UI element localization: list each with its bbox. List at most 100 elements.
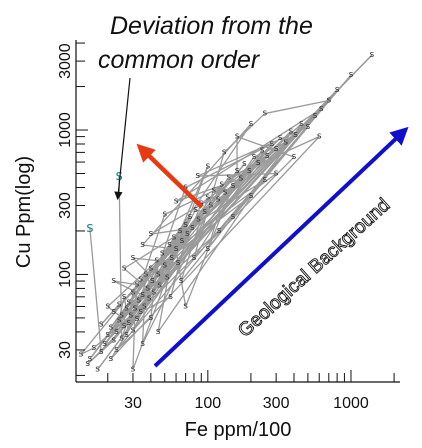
connector-line xyxy=(150,260,158,318)
connector-line xyxy=(80,347,95,355)
y-tick-label: 30 xyxy=(57,341,74,359)
data-point: s xyxy=(138,275,143,285)
connector-line xyxy=(89,240,183,360)
data-point: s xyxy=(293,130,298,140)
data-point: s xyxy=(211,186,216,196)
data-point: s xyxy=(131,287,136,297)
data-point: s xyxy=(140,339,145,349)
data-point: s xyxy=(162,210,167,220)
data-point: s xyxy=(231,181,236,191)
data-point: s xyxy=(205,161,210,171)
data-point: s xyxy=(306,122,311,132)
data-point: s xyxy=(223,187,228,197)
connector-line xyxy=(175,178,242,203)
data-point: s xyxy=(126,297,131,307)
data-point: s xyxy=(154,255,159,265)
data-point: s xyxy=(349,70,354,80)
data-point: s xyxy=(256,158,261,168)
data-point: s xyxy=(162,261,167,271)
data-point: s xyxy=(242,159,247,169)
connector-line xyxy=(193,150,263,259)
connector-line xyxy=(123,267,149,289)
data-point: s xyxy=(252,152,257,162)
data-point: s xyxy=(152,287,157,297)
data-point: s xyxy=(147,294,152,304)
connector-line xyxy=(236,136,295,158)
geological-background-arrow xyxy=(153,126,409,368)
data-point: s xyxy=(319,104,324,114)
connector-line xyxy=(193,152,225,259)
data-point: s xyxy=(108,354,113,364)
x-tick-label: 300 xyxy=(263,395,290,412)
data-point: s xyxy=(370,50,375,60)
x-minor-ticks xyxy=(107,370,395,382)
data-point: s xyxy=(249,191,254,201)
connector-line xyxy=(223,113,266,153)
data-point: s xyxy=(247,166,252,176)
data-point: s xyxy=(205,193,210,203)
data-point: s xyxy=(209,201,214,211)
data-point: s xyxy=(205,244,210,254)
data-point: s xyxy=(169,253,174,263)
data-point: s xyxy=(165,273,170,283)
data-point: s xyxy=(160,248,165,258)
data-point: s xyxy=(135,314,140,324)
data-point: s xyxy=(226,172,231,182)
data-point: s xyxy=(144,269,149,279)
data-point: s xyxy=(238,174,243,184)
connector-line xyxy=(113,280,138,286)
data-point: s xyxy=(235,166,240,176)
connector-line xyxy=(148,209,197,299)
y-tick-label: 300 xyxy=(57,192,74,219)
data-point: s xyxy=(183,301,188,311)
data-point: s xyxy=(108,322,113,332)
x-tick-label: 30 xyxy=(124,395,142,412)
data-point: s xyxy=(117,315,122,325)
data-point: s xyxy=(231,212,236,222)
data-point: s xyxy=(140,240,145,250)
x-tick-label: 100 xyxy=(194,395,221,412)
y-tick-label: 1000 xyxy=(57,112,74,148)
data-point: s xyxy=(196,215,201,225)
data-point: s xyxy=(274,144,279,154)
outlier-point: s xyxy=(115,168,122,184)
data-point: s xyxy=(140,290,145,300)
data-point: s xyxy=(79,349,84,359)
data-point: s xyxy=(149,313,154,323)
data-point: s xyxy=(265,151,270,161)
connector-line xyxy=(110,136,320,360)
data-point: s xyxy=(235,132,240,142)
data-point: s xyxy=(335,85,340,95)
data-point: s xyxy=(202,207,207,217)
connector-line xyxy=(180,197,209,282)
connector-line xyxy=(170,234,189,297)
data-point: s xyxy=(137,296,142,306)
annotation-pointer-arrow xyxy=(114,77,131,201)
data-point: s xyxy=(129,310,134,320)
data-point: s xyxy=(174,196,179,206)
data-point: s xyxy=(85,359,90,369)
data-point: s xyxy=(122,263,127,273)
y-axis-title: Cu Ppm(log) xyxy=(13,156,35,268)
data-point: s xyxy=(156,327,161,337)
data-point: s xyxy=(313,111,318,121)
data-point: s xyxy=(124,330,129,340)
data-point: s xyxy=(288,126,293,136)
data-point: s xyxy=(167,240,172,250)
connector-line xyxy=(107,305,130,324)
data-point: s xyxy=(149,229,154,239)
data-point: s xyxy=(249,119,254,129)
data-point: s xyxy=(135,280,140,290)
connector-line xyxy=(250,179,266,197)
connector-line xyxy=(100,303,120,325)
data-point: s xyxy=(114,345,119,355)
data-point: s xyxy=(292,152,297,162)
connector-line xyxy=(107,115,316,307)
data-point: s xyxy=(157,280,162,290)
data-point: s xyxy=(122,292,127,302)
data-point: s xyxy=(274,168,279,178)
data-point: s xyxy=(111,276,116,286)
y-tick-labels: 30 100 300 1000 3000 xyxy=(57,43,74,359)
x-axis-title: Fe ppm/100 xyxy=(185,419,292,441)
